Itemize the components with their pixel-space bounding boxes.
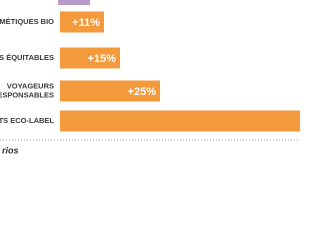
category-label: UITS ECO-LABEL <box>0 116 54 125</box>
cropped-bar <box>58 0 90 5</box>
chart: rios +11% SMÉTIQUES BIO +15% S ÉQUITABLES +2… <box>0 0 300 155</box>
page: {"chart_data": {"type": "hbar", "categor… <box>0 0 300 156</box>
category-label: S ÉQUITABLES <box>0 53 54 62</box>
bar <box>60 110 300 132</box>
value-label: +11% <box>72 17 100 29</box>
value-label: +25% <box>128 86 157 98</box>
bar <box>60 47 120 69</box>
value-label: +15% <box>88 53 117 65</box>
category-label: VOYAGEURS <box>7 81 54 90</box>
category-label: SMÉTIQUES BIO <box>0 17 54 26</box>
bar <box>60 80 160 102</box>
source: rios <box>2 145 19 155</box>
bar <box>60 11 104 33</box>
category-label: ESPONSABLES <box>0 90 54 99</box>
